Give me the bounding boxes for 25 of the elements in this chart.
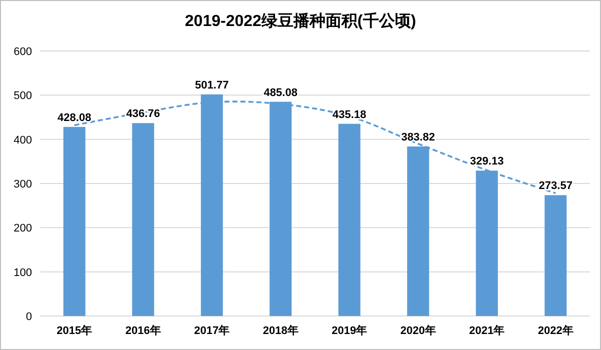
y-tick-label: 0	[26, 311, 32, 323]
data-label: 428.08	[58, 112, 92, 124]
data-label: 273.57	[538, 180, 572, 192]
bar	[132, 123, 154, 316]
y-tick-label: 500	[14, 90, 32, 102]
bar	[338, 124, 360, 316]
y-tick-label: 300	[14, 178, 32, 190]
data-label: 485.08	[264, 86, 298, 99]
x-tick-label: 2019年	[332, 324, 368, 337]
y-tick-label: 400	[14, 134, 32, 146]
x-tick-label: 2022年	[538, 324, 574, 337]
data-label: 329.13	[470, 156, 504, 168]
x-tick-label: 2015年	[56, 324, 92, 337]
data-label: 436.76	[126, 108, 160, 120]
x-tick-label: 2018年	[262, 324, 298, 337]
x-tick-label: 2021年	[469, 324, 505, 337]
chart-title: 2019-2022绿豆播种面积(千公顷)	[184, 12, 416, 30]
x-tick-label: 2017年	[194, 324, 230, 337]
y-tick-label: 100	[14, 266, 32, 279]
y-tick-label: 200	[14, 222, 32, 235]
data-label: 501.77	[195, 79, 229, 92]
data-label: 383.82	[401, 131, 435, 144]
y-tick-label: 600	[14, 46, 32, 58]
x-tick-label: 2016年	[125, 324, 161, 337]
x-tick-label: 2020年	[400, 324, 436, 337]
